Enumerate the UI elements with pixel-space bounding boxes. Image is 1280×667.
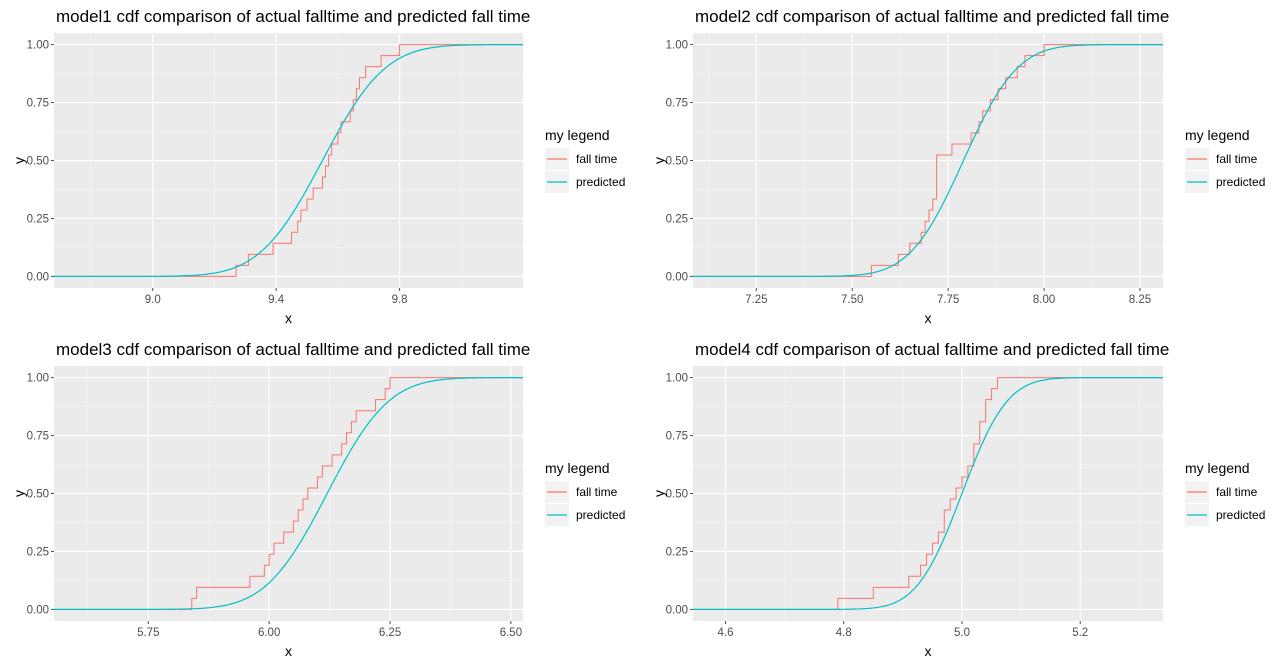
series-group	[54, 44, 523, 278]
chart-panel-3: model3 cdf comparison of actual falltime…	[11, 340, 625, 659]
chart-panel-2: model2 cdf comparison of actual falltime…	[651, 7, 1265, 326]
x-tick-label: 5.0	[954, 627, 970, 639]
chart-title: model3 cdf comparison of actual falltime…	[56, 340, 530, 359]
chart-title: model2 cdf comparison of actual falltime…	[695, 7, 1169, 26]
x-tick-label: 8.00	[1033, 294, 1055, 306]
y-axis-title: y	[651, 157, 667, 164]
x-tick-label: 6.50	[500, 627, 522, 639]
legend: my legend fall time predicted	[1185, 127, 1265, 193]
legend: my legend fall time predicted	[545, 460, 625, 526]
legend-label: predicted	[576, 175, 625, 189]
y-tick-label: 0.75	[666, 98, 688, 110]
fall-time-ecdf-step	[54, 377, 523, 610]
y-tick-label: 0.75	[27, 431, 49, 443]
legend-label: fall time	[576, 152, 618, 166]
chart-panel-4: model4 cdf comparison of actual falltime…	[651, 340, 1265, 659]
legend: my legend fall time predicted	[545, 127, 625, 193]
x-tick-label: 6.00	[258, 627, 280, 639]
y-axis-title: y	[11, 490, 27, 497]
predicted-cdf-line	[54, 44, 523, 278]
y-tick-label: 0.25	[27, 213, 49, 225]
y-tick-label: 0.75	[27, 98, 49, 110]
y-tick-label: 0.25	[666, 546, 688, 558]
y-tick-label: 0.00	[666, 604, 688, 616]
y-tick-label: 0.00	[27, 604, 49, 616]
chart-panel-1: model1 cdf comparison of actual falltime…	[11, 7, 625, 326]
legend-label: predicted	[1216, 175, 1265, 189]
series-group	[693, 376, 1163, 611]
legend: my legend fall time predicted	[1185, 460, 1265, 526]
x-tick-label: 9.0	[145, 294, 161, 306]
legend-label: predicted	[1216, 508, 1265, 522]
x-tick-label: 7.50	[841, 294, 863, 306]
legend-label: fall time	[1216, 485, 1258, 499]
legend-label: predicted	[576, 508, 625, 522]
x-tick-label: 6.25	[379, 627, 401, 639]
legend-label: fall time	[1216, 152, 1258, 166]
y-tick-label: 0.00	[666, 271, 688, 283]
fall-time-ecdf-step	[693, 44, 1163, 277]
y-tick-label: 0.25	[27, 546, 49, 558]
y-tick-label: 0.75	[666, 431, 688, 443]
predicted-cdf-line	[54, 377, 523, 611]
chart-title: model1 cdf comparison of actual falltime…	[56, 7, 530, 26]
y-tick-label: 0.50	[666, 156, 688, 168]
y-tick-label: 0.50	[666, 489, 688, 501]
y-tick-label: 0.00	[27, 271, 49, 283]
y-axis-title: y	[651, 490, 667, 497]
x-tick-label: 4.8	[836, 627, 852, 639]
series-group	[693, 43, 1163, 278]
x-axis-title: x	[285, 643, 292, 659]
y-tick-label: 1.00	[27, 373, 49, 385]
legend-title: my legend	[545, 460, 610, 476]
legend-title: my legend	[1185, 127, 1250, 143]
y-axis-title: y	[11, 157, 27, 164]
legend-title: my legend	[1185, 460, 1250, 476]
x-axis-title: x	[925, 643, 932, 659]
legend-label: fall time	[576, 485, 618, 499]
x-tick-label: 9.8	[392, 294, 408, 306]
fall-time-ecdf-step	[693, 377, 1163, 610]
x-tick-label: 4.6	[718, 627, 734, 639]
legend-title: my legend	[545, 127, 610, 143]
x-tick-label: 7.25	[745, 294, 767, 306]
x-tick-label: 7.75	[937, 294, 959, 306]
y-tick-label: 0.50	[27, 489, 49, 501]
y-tick-label: 1.00	[666, 373, 688, 385]
y-tick-label: 0.50	[27, 156, 49, 168]
y-tick-label: 1.00	[27, 40, 49, 52]
chart-title: model4 cdf comparison of actual falltime…	[695, 340, 1169, 359]
x-tick-label: 5.75	[137, 627, 159, 639]
x-axis-title: x	[285, 310, 292, 326]
y-tick-label: 1.00	[666, 40, 688, 52]
x-axis-title: x	[925, 310, 932, 326]
fall-time-ecdf-step	[54, 44, 523, 277]
x-tick-label: 5.2	[1072, 627, 1088, 639]
predicted-cdf-line	[693, 43, 1163, 278]
x-tick-label: 8.25	[1129, 294, 1151, 306]
series-group	[54, 377, 523, 611]
y-tick-label: 0.25	[666, 213, 688, 225]
x-tick-label: 9.4	[268, 294, 285, 306]
predicted-cdf-line	[693, 376, 1163, 611]
